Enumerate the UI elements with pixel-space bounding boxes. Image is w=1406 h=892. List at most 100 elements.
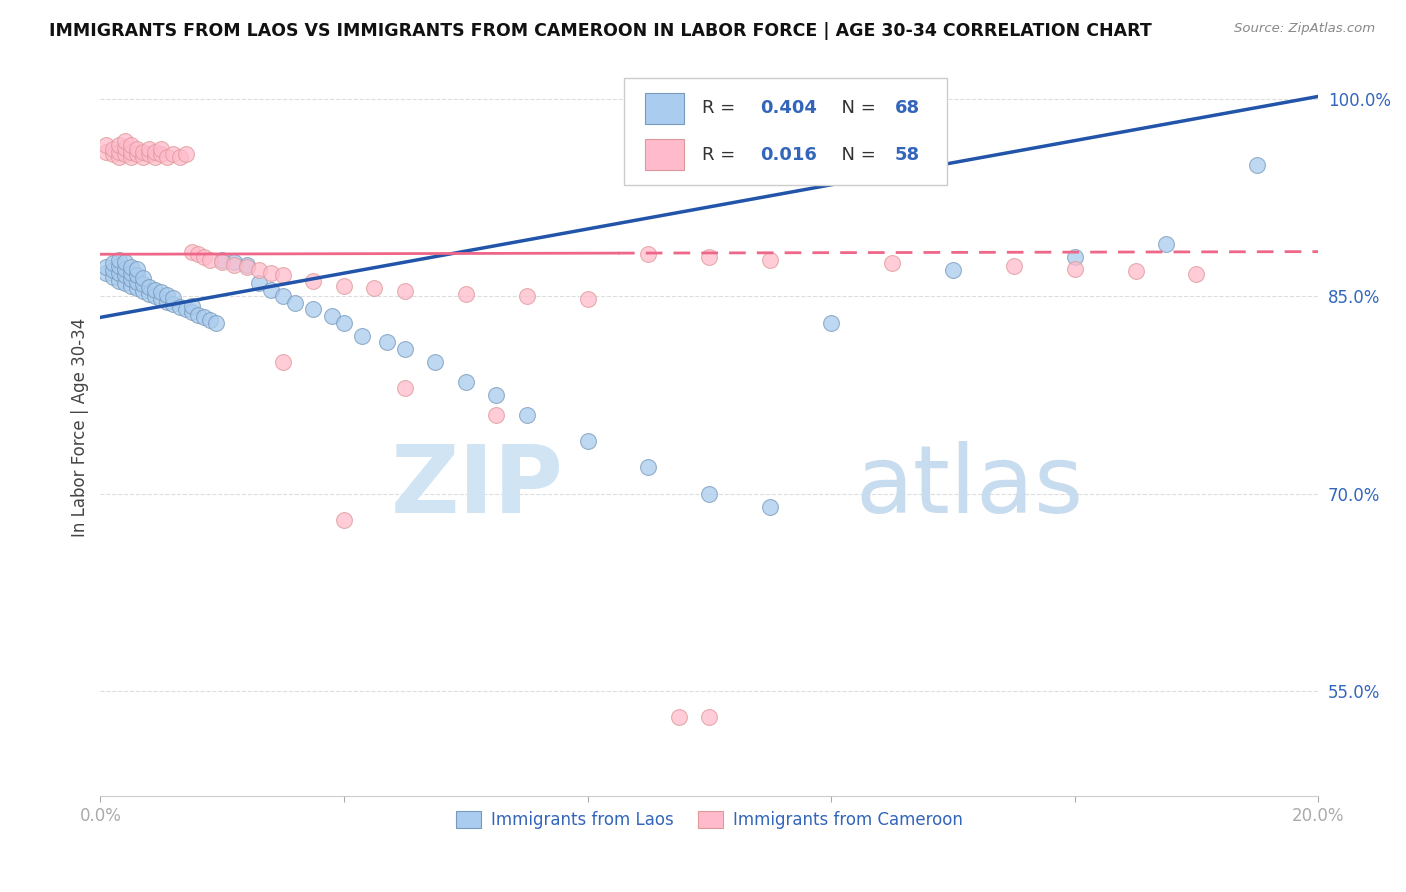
Point (138, 286, 160, 301)
Point (156, 294, 179, 309)
Point (193, 310, 215, 325)
Point (174, 302, 197, 317)
Point (150, 142, 173, 156)
Point (120, 278, 142, 293)
Point (260, 283, 283, 297)
Y-axis label: In Labor Force | Age 30-34: In Labor Force | Age 30-34 (72, 318, 89, 538)
Point (143, 145, 166, 159)
Point (235, 260, 257, 275)
Point (120, 138, 142, 153)
Point (321, 309, 343, 323)
Point (120, 150, 142, 164)
Point (114, 276, 136, 290)
Point (637, 460, 659, 475)
Point (271, 268, 294, 283)
Point (150, 292, 173, 306)
Point (697, 250, 720, 264)
Point (224, 255, 246, 269)
Point (125, 275, 148, 289)
Point (759, 252, 782, 267)
Text: N =: N = (830, 145, 882, 163)
Point (150, 147, 173, 161)
Point (485, 388, 508, 402)
Point (107, 150, 129, 164)
Point (205, 316, 228, 330)
Point (162, 147, 184, 161)
Text: ZIP: ZIP (391, 441, 564, 533)
Point (224, 258, 246, 272)
Point (260, 266, 283, 280)
Point (162, 297, 184, 311)
Point (132, 145, 155, 159)
Point (1154, 236, 1177, 251)
Point (114, 134, 136, 148)
Point (120, 266, 142, 280)
Point (198, 313, 221, 327)
Text: 58: 58 (894, 145, 920, 163)
Point (1246, 158, 1268, 172)
FancyBboxPatch shape (624, 78, 946, 185)
Point (394, 342, 416, 356)
Text: IMMIGRANTS FROM LAOS VS IMMIGRANTS FROM CAMEROON IN LABOR FORCE | AGE 30-34 CORR: IMMIGRANTS FROM LAOS VS IMMIGRANTS FROM … (49, 22, 1152, 40)
Point (1063, 261, 1085, 276)
Point (125, 261, 148, 276)
Point (125, 268, 148, 283)
Point (101, 147, 124, 161)
Point (132, 284, 155, 298)
Point (363, 281, 385, 295)
Text: atlas: atlas (855, 441, 1084, 533)
Point (96, 138, 118, 153)
Text: R =: R = (702, 145, 741, 163)
Point (333, 316, 356, 330)
Point (96, 260, 118, 275)
Point (174, 147, 197, 161)
Point (114, 147, 136, 161)
Point (138, 147, 160, 161)
Point (235, 258, 257, 272)
Point (107, 274, 129, 288)
Point (101, 256, 124, 270)
Point (120, 272, 142, 286)
Point (394, 284, 416, 298)
Point (284, 296, 307, 310)
Point (211, 252, 233, 267)
Point (125, 281, 148, 295)
Point (180, 244, 202, 259)
Point (576, 434, 599, 448)
Point (697, 710, 720, 724)
Point (637, 247, 659, 261)
Point (169, 150, 191, 164)
Point (132, 277, 155, 292)
Point (101, 142, 124, 156)
Text: Source: ZipAtlas.com: Source: ZipAtlas.com (1234, 22, 1375, 36)
Point (425, 355, 447, 369)
Point (107, 266, 129, 280)
Point (1002, 259, 1025, 273)
Text: N =: N = (830, 99, 882, 117)
Point (187, 308, 209, 322)
FancyBboxPatch shape (645, 139, 683, 170)
Point (820, 316, 842, 330)
Point (193, 250, 215, 264)
Point (101, 263, 124, 277)
Point (942, 263, 965, 277)
Point (454, 286, 477, 301)
Point (125, 142, 148, 156)
Point (1185, 267, 1208, 281)
Legend: Immigrants from Laos, Immigrants from Cameroon: Immigrants from Laos, Immigrants from Ca… (449, 804, 970, 836)
Point (138, 280, 160, 294)
Point (156, 150, 179, 164)
Point (143, 283, 166, 297)
Point (394, 381, 416, 395)
Point (352, 328, 374, 343)
Point (1125, 264, 1147, 278)
Point (485, 408, 508, 422)
Point (162, 291, 184, 305)
Point (375, 335, 398, 350)
Point (138, 142, 160, 156)
Point (198, 252, 221, 267)
Point (150, 285, 173, 300)
Text: 68: 68 (894, 99, 920, 117)
Point (114, 261, 136, 276)
Point (697, 486, 720, 500)
